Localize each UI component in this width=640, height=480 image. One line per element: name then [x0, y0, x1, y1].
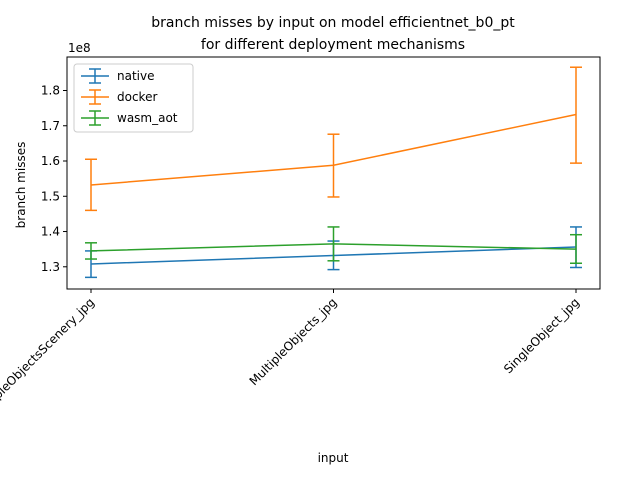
legend-label-wasm_aot: wasm_aot: [117, 111, 178, 125]
x-tick-label: SingleObject_jpg: [501, 295, 582, 376]
x-tick-label: MultipleObjectsScenery_jpg: [0, 295, 97, 422]
legend-label-docker: docker: [117, 90, 157, 104]
legend-item-docker: docker: [81, 89, 157, 105]
series-line-docker: [90, 113, 577, 186]
y-tick-label: 1.8: [41, 83, 60, 97]
chart-title-line-1: branch misses by input on model efficien…: [151, 15, 515, 31]
y-offset-label: 1e8: [68, 41, 91, 55]
y-tick-label: 1.7: [41, 119, 60, 133]
legend-box: [73, 63, 194, 133]
series-wasm_aot: [85, 226, 582, 265]
x-tick-label: MultipleObjects_jpg: [247, 295, 340, 388]
x-axis-label: input: [318, 451, 349, 465]
legend-item-wasm_aot: wasm_aot: [81, 110, 178, 126]
plot-area: [85, 66, 582, 279]
series-line-wasm_aot: [90, 243, 577, 252]
chart-title-line-2: for different deployment mechanisms: [201, 37, 465, 53]
legend-label-native: native: [117, 69, 154, 83]
y-tick-label: 1.3: [41, 260, 60, 274]
legend-item-native: native: [81, 68, 154, 84]
y-tick-label: 1.4: [41, 225, 60, 239]
y-tick-label: 1.6: [41, 154, 60, 168]
y-axis-label: branch misses: [14, 142, 28, 229]
legend: native docker wasm_aot: [73, 63, 194, 133]
y-tick-label: 1.5: [41, 189, 60, 203]
series-docker: [85, 66, 582, 212]
